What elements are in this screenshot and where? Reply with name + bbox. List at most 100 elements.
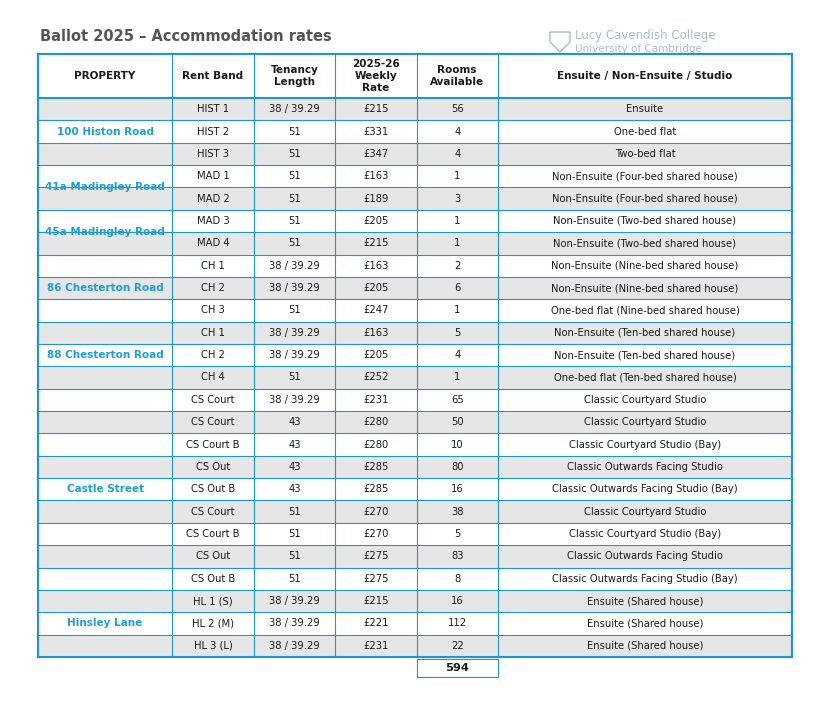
Text: 594: 594 [445,663,469,673]
Text: 4: 4 [454,350,460,360]
Text: 38 / 39.29: 38 / 39.29 [269,283,320,293]
Text: CS Out B: CS Out B [191,484,235,494]
Text: HIST 3: HIST 3 [197,149,229,159]
Text: Non-Ensuite (Two-bed shared house): Non-Ensuite (Two-bed shared house) [553,216,737,226]
Text: CS Out: CS Out [196,552,230,562]
Text: Classic Outwards Facing Studio: Classic Outwards Facing Studio [567,462,723,472]
Text: Two-bed flat: Two-bed flat [615,149,676,159]
Text: HL 1 (S): HL 1 (S) [193,596,233,606]
Text: 51: 51 [288,507,301,517]
Text: Classic Outwards Facing Studio (Bay): Classic Outwards Facing Studio (Bay) [552,574,738,584]
Text: CH 2: CH 2 [201,350,225,360]
Bar [38,98,792,121]
Text: CS Out B: CS Out B [191,574,235,584]
Text: CS Court: CS Court [191,417,235,428]
Text: 1: 1 [454,372,460,382]
Text: £270: £270 [363,529,388,539]
Text: 16: 16 [451,596,463,606]
Bar [38,545,792,568]
Bar [38,389,792,411]
Text: 1: 1 [454,306,460,316]
Text: 8: 8 [454,574,460,584]
Text: Non-Ensuite (Four-bed shared house): Non-Ensuite (Four-bed shared house) [552,172,738,182]
Bar [38,121,792,143]
Text: Ensuite / Non-Ensuite / Studio: Ensuite / Non-Ensuite / Studio [558,71,733,81]
Text: £221: £221 [363,618,388,628]
Text: Classic Courtyard Studio: Classic Courtyard Studio [584,395,706,405]
Text: Classic Outwards Facing Studio (Bay): Classic Outwards Facing Studio (Bay) [552,484,738,494]
Text: £215: £215 [363,238,388,248]
Bar [38,277,792,299]
Text: 38 / 39.29: 38 / 39.29 [269,350,320,360]
Text: One-bed flat (Ten-bed shared house): One-bed flat (Ten-bed shared house) [553,372,736,382]
Text: MAD 2: MAD 2 [197,194,230,203]
Text: 6: 6 [454,283,460,293]
Bar [38,344,792,367]
Text: £215: £215 [363,596,388,606]
Text: 51: 51 [288,194,301,203]
Text: 3: 3 [454,194,460,203]
Text: 51: 51 [288,216,301,226]
Text: CH 4: CH 4 [201,372,225,382]
Bar [38,568,792,590]
Text: £205: £205 [363,216,388,226]
Bar [38,523,792,545]
Text: £275: £275 [363,574,388,584]
Bar [38,478,792,501]
Text: CS Court B: CS Court B [186,440,240,450]
Text: 65: 65 [451,395,463,405]
Text: Non-Ensuite (Ten-bed shared house): Non-Ensuite (Ten-bed shared house) [554,328,735,337]
Bar [38,501,792,523]
Text: HL 3 (L): HL 3 (L) [193,641,232,651]
Text: MAD 3: MAD 3 [197,216,230,226]
Bar [38,54,792,98]
Bar [38,322,792,344]
Text: 38 / 39.29: 38 / 39.29 [269,618,320,628]
Text: CS Court B: CS Court B [186,529,240,539]
Text: Ballot 2025 – Accommodation rates: Ballot 2025 – Accommodation rates [40,29,332,44]
Text: MAD 4: MAD 4 [197,238,230,248]
Text: 51: 51 [288,172,301,182]
Text: 88 Chesterton Road: 88 Chesterton Road [47,350,164,360]
Text: Castle Street: Castle Street [67,484,144,494]
Text: 50: 50 [451,417,463,428]
Text: 1: 1 [454,216,460,226]
Text: £285: £285 [363,462,388,472]
Text: 5: 5 [454,328,460,337]
Text: 2: 2 [454,261,460,271]
Text: £275: £275 [363,552,388,562]
Text: Ensuite (Shared house): Ensuite (Shared house) [586,618,703,628]
Text: Ensuite: Ensuite [626,104,663,114]
Text: 45a Madingley Road: 45a Madingley Road [45,227,165,237]
Text: 38 / 39.29: 38 / 39.29 [269,328,320,337]
Bar [38,299,792,322]
Text: 5: 5 [454,529,460,539]
Bar [416,659,498,677]
Text: Rent Band: Rent Band [183,71,244,81]
Text: Non-Ensuite (Four-bed shared house): Non-Ensuite (Four-bed shared house) [552,194,738,203]
Text: HIST 1: HIST 1 [197,104,229,114]
Text: 43: 43 [288,462,301,472]
Text: Non-Ensuite (Two-bed shared house): Non-Ensuite (Two-bed shared house) [553,238,737,248]
Text: One-bed flat (Nine-bed shared house): One-bed flat (Nine-bed shared house) [551,306,739,316]
Text: One-bed flat: One-bed flat [614,126,676,137]
Text: Classic Courtyard Studio (Bay): Classic Courtyard Studio (Bay) [569,529,721,539]
Text: 2025-26
Weekly
Rate: 2025-26 Weekly Rate [352,59,400,94]
Text: 51: 51 [288,552,301,562]
Text: 10: 10 [451,440,463,450]
Text: £280: £280 [363,417,388,428]
Text: £205: £205 [363,283,388,293]
Text: CH 2: CH 2 [201,283,225,293]
Text: 38 / 39.29: 38 / 39.29 [269,395,320,405]
Text: 1: 1 [454,238,460,248]
Text: £163: £163 [363,328,388,337]
Bar [38,143,792,165]
Text: CS Court: CS Court [191,507,235,517]
Text: £252: £252 [363,372,388,382]
Text: Hinsley Lane: Hinsley Lane [68,618,143,628]
Bar [38,210,792,232]
Text: CS Court: CS Court [191,395,235,405]
Text: 1: 1 [454,172,460,182]
Text: £331: £331 [363,126,388,137]
Bar [38,187,792,210]
